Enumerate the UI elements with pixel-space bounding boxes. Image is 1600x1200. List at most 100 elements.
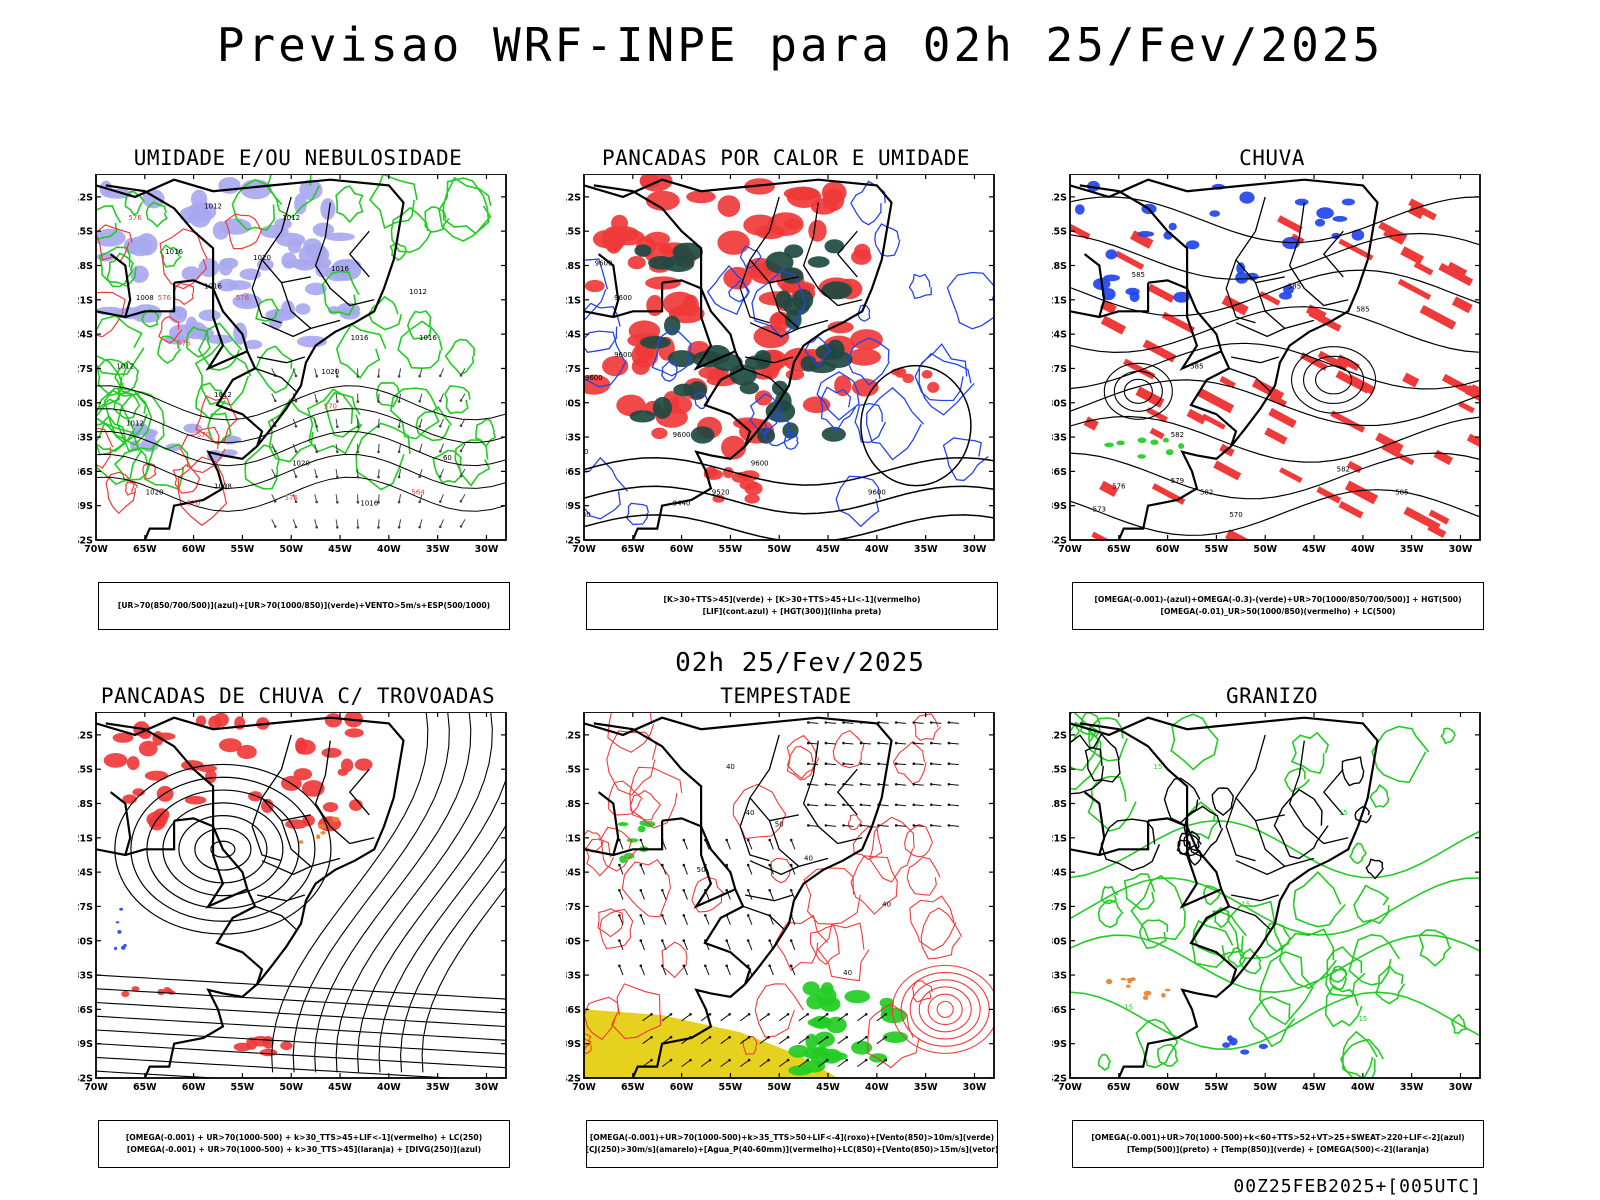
wind-vector	[857, 1059, 867, 1068]
wind-vector	[669, 1058, 673, 1062]
contour-label: 576	[158, 294, 172, 302]
contour-label: 576	[177, 340, 191, 348]
lon-tick-label: 55W	[231, 1082, 255, 1093]
temperature-500-contour	[1183, 805, 1224, 858]
panel-title: PANCADAS POR CALOR E UMIDADE	[601, 146, 970, 170]
state-border	[749, 322, 800, 338]
height-500-contour	[1070, 306, 1480, 354]
wind-vector	[314, 494, 318, 503]
wind-vector	[460, 418, 466, 426]
wind-vector	[618, 839, 624, 850]
wind-vector	[720, 1036, 730, 1045]
lifted-index-contour	[820, 386, 857, 433]
wind-vector	[747, 940, 753, 951]
lat-tick-label: 24S	[78, 868, 93, 879]
precipitable-water-contour	[913, 713, 941, 741]
precipitable-water-contour	[869, 816, 915, 883]
wind-vector	[315, 374, 318, 378]
state-border	[836, 768, 858, 816]
wind-vector	[682, 838, 686, 842]
wind-vector	[459, 525, 463, 528]
humidity-area	[312, 222, 335, 237]
thickness-contour	[172, 464, 201, 494]
wind-vector	[720, 1013, 730, 1022]
contour-label: 570	[324, 403, 337, 411]
omega-area	[1341, 198, 1355, 206]
lat-tick-label: 27S	[78, 902, 93, 913]
wind-vector	[759, 1013, 769, 1022]
lon-tick-label: 45W	[816, 1082, 840, 1093]
lifted-index-contour	[816, 371, 860, 421]
humidity-area	[220, 449, 238, 457]
wind-vector	[398, 418, 402, 427]
wind-850-area	[880, 1007, 907, 1024]
streamline	[400, 857, 506, 1073]
wind-vector	[377, 450, 380, 454]
heat-convection-area	[672, 242, 703, 262]
rain-band	[1400, 246, 1424, 265]
wind-vector	[790, 965, 796, 976]
rain-band	[1346, 374, 1376, 395]
wind-vector	[825, 1058, 829, 1062]
wind-vector	[661, 890, 667, 900]
thunderstorm-area	[112, 732, 134, 743]
wind-vector	[661, 940, 667, 951]
hail-area	[1229, 1037, 1238, 1046]
wind-vector	[639, 838, 643, 842]
humidity-area	[287, 237, 302, 254]
instability-area	[584, 279, 605, 293]
wind-vector	[459, 424, 463, 427]
wind-vector	[292, 494, 297, 502]
rain-band	[1129, 230, 1154, 249]
streamline	[194, 827, 252, 871]
country-border	[1147, 279, 1222, 371]
wind-vector	[767, 1013, 770, 1016]
lon-tick-label: 65W	[621, 544, 645, 555]
wind-vector	[948, 824, 959, 827]
map-layers: 9600 9600 9600 9600 9600 9600 9440 9520 9600 380 2…	[580, 174, 994, 540]
state-border	[749, 734, 799, 822]
wind-vector	[728, 1035, 731, 1039]
lifted-index-contour	[942, 437, 989, 482]
rain-band	[1330, 410, 1366, 433]
heat-convection-area	[821, 281, 852, 300]
humidity-contour	[197, 322, 243, 372]
state-border	[802, 740, 863, 845]
omega-500-area	[1164, 988, 1171, 992]
wind-vector	[294, 399, 298, 403]
humidity-area	[244, 339, 263, 350]
instability-area	[651, 427, 668, 439]
state-border	[251, 797, 282, 862]
wind-vector	[824, 762, 828, 765]
humidity-contour	[432, 449, 463, 484]
wind-vector	[618, 915, 624, 925]
wind-vector	[859, 741, 863, 745]
humidity-contour	[444, 385, 471, 415]
wind-vector	[661, 915, 667, 925]
humidity-contour	[113, 392, 141, 420]
rain-band	[1464, 384, 1480, 410]
humidity-area	[136, 233, 158, 256]
contour-label: 20	[580, 448, 589, 456]
state-border	[1235, 322, 1286, 338]
instability-area	[645, 190, 680, 211]
streamline	[210, 840, 236, 858]
wind-850-area	[637, 825, 646, 833]
height-500-contour	[1103, 362, 1173, 420]
wind-vector	[681, 1059, 691, 1068]
temperature-850-contour	[1375, 965, 1406, 1005]
rain-band	[1291, 233, 1305, 244]
contour-label: 9600	[673, 431, 691, 439]
lat-tick-label: 36S	[1052, 467, 1067, 478]
omega-area	[1239, 191, 1255, 204]
wind-vector	[618, 889, 621, 892]
temperature-850-contour	[1170, 713, 1219, 771]
rain-band	[1264, 427, 1288, 445]
precipitable-water-contour	[909, 895, 957, 952]
thunderstorm-area	[184, 795, 207, 805]
state-border	[1254, 282, 1315, 330]
wind-vector	[378, 418, 380, 427]
wind-vector	[294, 475, 298, 478]
wind-vector	[896, 804, 907, 807]
contour-label: 576	[285, 494, 299, 502]
